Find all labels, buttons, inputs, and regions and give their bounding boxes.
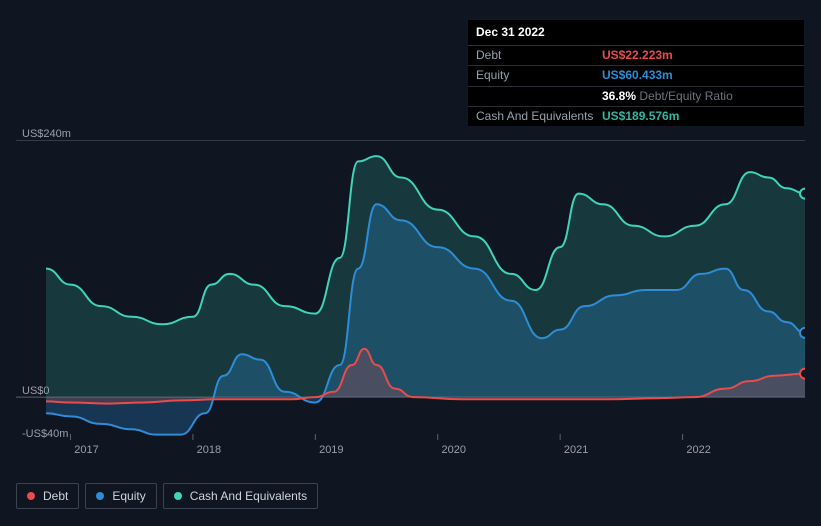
tooltip-date: Dec 31 2022	[468, 20, 804, 46]
x-tick-label: 2021	[564, 444, 588, 456]
legend-dot-icon	[174, 492, 182, 500]
legend-item[interactable]: Cash And Equivalents	[163, 483, 318, 509]
tooltip-row-label: Equity	[476, 69, 602, 82]
tooltip-row-label: Debt	[476, 49, 602, 62]
y-tick-label: US$240m	[22, 128, 71, 140]
legend-item[interactable]: Equity	[85, 483, 156, 509]
tooltip-row: DebtUS$22.223m	[468, 46, 804, 66]
y-tick-label: -US$40m	[22, 428, 68, 440]
area-chart	[16, 140, 805, 440]
tooltip-panel: Dec 31 2022 DebtUS$22.223mEquityUS$60.43…	[468, 20, 804, 126]
tooltip-row: 36.8% Debt/Equity Ratio	[468, 87, 804, 107]
legend-item-label: Debt	[43, 489, 68, 503]
legend-dot-icon	[27, 492, 35, 500]
legend-item-label: Cash And Equivalents	[190, 489, 307, 503]
x-tick-label: 2018	[197, 444, 221, 456]
legend: Debt Equity Cash And Equivalents	[16, 483, 318, 509]
tooltip-row-value: 36.8% Debt/Equity Ratio	[602, 90, 733, 103]
x-tick-label: 2017	[74, 444, 98, 456]
legend-item[interactable]: Debt	[16, 483, 79, 509]
x-tick-label: 2022	[686, 444, 710, 456]
tooltip-row: EquityUS$60.433m	[468, 66, 804, 86]
x-axis: 2017 2018 2019 2020 2021 2022	[16, 444, 805, 468]
chart-container: US$240m US$0 -US$40m	[0, 120, 821, 456]
tooltip-row-value: US$22.223m	[602, 49, 673, 62]
y-tick-label: US$0	[22, 385, 50, 397]
tooltip-row-value: US$60.433m	[602, 69, 673, 82]
x-tick-label: 2020	[441, 444, 465, 456]
legend-dot-icon	[96, 492, 104, 500]
x-tick-label: 2019	[319, 444, 343, 456]
tooltip-row-label	[476, 90, 602, 103]
legend-item-label: Equity	[112, 489, 145, 503]
